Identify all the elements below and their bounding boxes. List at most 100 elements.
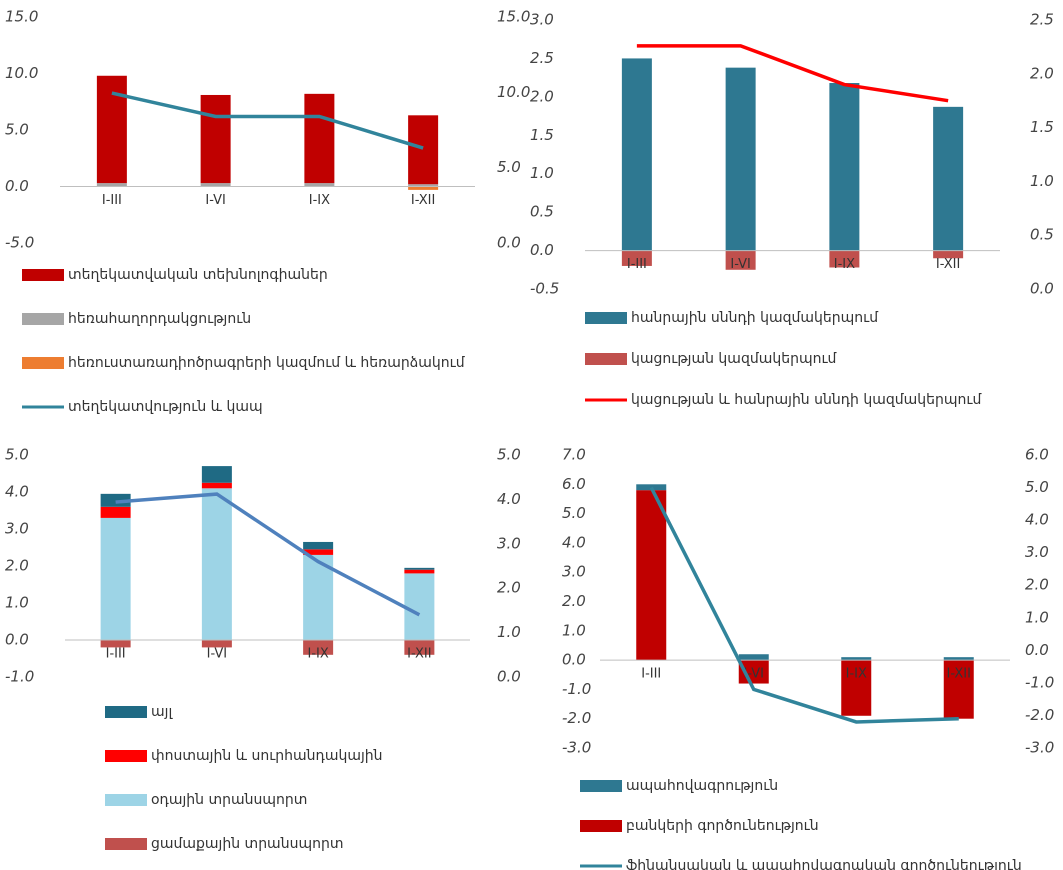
bar-segment <box>725 67 756 251</box>
legend-label: այլ <box>151 704 173 720</box>
legend-label: ցամաքային տրանսպորտ <box>151 836 343 852</box>
x-tick-label: I-III <box>627 257 647 272</box>
y-tick-label: 2.0 <box>5 557 29 575</box>
legend-label: կացության կազմակերպում <box>631 351 838 367</box>
y2-tick-label: 4.0 <box>497 490 521 508</box>
bar-segment <box>201 640 232 648</box>
legend-swatch <box>105 794 147 806</box>
y-tick-label: 3.0 <box>530 11 554 29</box>
y-tick-label: 2.0 <box>562 592 586 610</box>
y2-tick-label: 0.0 <box>1030 280 1054 298</box>
bar-segment <box>96 75 127 184</box>
bar-segment <box>303 541 334 550</box>
bar-segment <box>943 657 974 661</box>
y-tick-label: 3.0 <box>5 520 29 538</box>
bar-segment <box>304 183 335 187</box>
y2-tick-label: 5.0 <box>497 158 521 176</box>
y2-tick-label: 4.0 <box>1025 511 1049 529</box>
bar-segment <box>621 250 652 266</box>
bar-segment <box>636 484 667 491</box>
legend-label: տեղեկատվական տեխնոլոգիաներ <box>68 267 328 283</box>
y2-tick-label: 3.0 <box>497 534 521 552</box>
x-tick-label: I-VI <box>207 647 228 662</box>
bar-segment <box>725 250 756 270</box>
legend-swatch <box>22 269 64 281</box>
legend-swatch <box>22 357 64 369</box>
legend-swatch <box>105 838 147 850</box>
y2-tick-label: 5.0 <box>1025 478 1049 496</box>
line-series <box>115 492 421 617</box>
bar-segment <box>933 250 964 259</box>
y-tick-label: 7.0 <box>562 446 586 464</box>
x-tick-label: I-IX <box>846 667 867 682</box>
y2-tick-label: 10.0 <box>497 83 530 101</box>
x-tick-label: I-XII <box>947 667 971 682</box>
bar-segment <box>303 549 334 555</box>
bar-segment <box>200 183 231 187</box>
y-tick-label: 1.0 <box>5 594 29 612</box>
line-series <box>111 91 424 150</box>
y2-tick-label: 1.0 <box>1030 172 1054 190</box>
y2-tick-label: 5.0 <box>497 446 521 464</box>
y2-tick-label: -3.0 <box>1025 739 1054 757</box>
y-tick-label: 2.5 <box>530 49 554 67</box>
y-tick-label: 0.0 <box>5 631 29 649</box>
legend-swatch <box>580 820 622 832</box>
y2-tick-label: 0.0 <box>1025 641 1049 659</box>
y-tick-label: -1.0 <box>562 680 591 698</box>
y-tick-label: 3.0 <box>562 563 586 581</box>
x-tick-label: I-III <box>641 667 661 682</box>
legend-label: օդային տրանսպորտ <box>151 792 307 808</box>
y-tick-label: 0.5 <box>530 203 554 221</box>
bar-segment <box>201 482 232 489</box>
bar-segment <box>404 640 435 655</box>
x-tick-label: I-XII <box>411 193 435 208</box>
legend-label: բանկերի գործունեություն <box>626 818 819 834</box>
bar-segment <box>841 657 872 661</box>
y2-tick-label: 6.0 <box>1025 446 1049 464</box>
legend-swatch <box>105 706 147 718</box>
y-tick-label: 5.0 <box>562 504 586 522</box>
legend-swatch <box>585 312 627 324</box>
line-series <box>636 44 949 103</box>
bar-segment <box>408 186 439 190</box>
y2-tick-label: 0.0 <box>497 668 521 686</box>
y-tick-label: -3.0 <box>562 739 591 757</box>
y2-tick-label: 3.0 <box>1025 543 1049 561</box>
y-tick-label: 0.0 <box>5 177 29 195</box>
y2-tick-label: 1.5 <box>1030 118 1054 136</box>
y-tick-label: -0.5 <box>530 280 559 298</box>
bar-segment <box>200 94 231 184</box>
y-tick-label: 5.0 <box>5 446 29 464</box>
x-tick-label: I-III <box>106 647 126 662</box>
bar-segment <box>100 506 131 518</box>
legend-label: ապահովագրություն <box>626 778 778 794</box>
legend-label: կացության և հանրային սննդի կազմակերպում <box>631 392 982 408</box>
x-tick-label: I-IX <box>834 257 855 272</box>
y-tick-label: -2.0 <box>562 709 591 727</box>
bar-segment <box>841 660 872 716</box>
bar-segment <box>404 573 435 640</box>
x-tick-label: I-IX <box>307 647 328 662</box>
y2-tick-label: 2.0 <box>1030 64 1054 82</box>
bar-segment <box>636 490 667 661</box>
x-tick-label: I-XII <box>936 257 960 272</box>
line-series <box>649 486 959 724</box>
legend-label: տեղեկատվություն և կապ <box>68 399 263 415</box>
x-tick-label: I-IX <box>309 193 330 208</box>
legend-swatch <box>105 750 147 762</box>
y-tick-label: -1.0 <box>5 668 34 686</box>
y-tick-label: 10.0 <box>5 64 38 82</box>
bar-segment <box>621 58 652 251</box>
y2-tick-label: 2.0 <box>497 579 521 597</box>
legend-label: ֆինանսական և ապահովագրական գործունեությո… <box>626 858 1022 870</box>
y2-tick-label: -1.0 <box>1025 673 1054 691</box>
y2-tick-label: 2.5 <box>1030 11 1054 29</box>
y-tick-label: 2.0 <box>530 87 554 105</box>
bar-segment <box>829 83 860 251</box>
y-tick-label: -5.0 <box>5 234 34 252</box>
x-tick-label: I-XII <box>407 647 431 662</box>
y-tick-label: 1.5 <box>530 126 554 144</box>
legend-label: հեռուստառադիոծրագրերի կազմում և հեռարձակ… <box>68 355 466 371</box>
